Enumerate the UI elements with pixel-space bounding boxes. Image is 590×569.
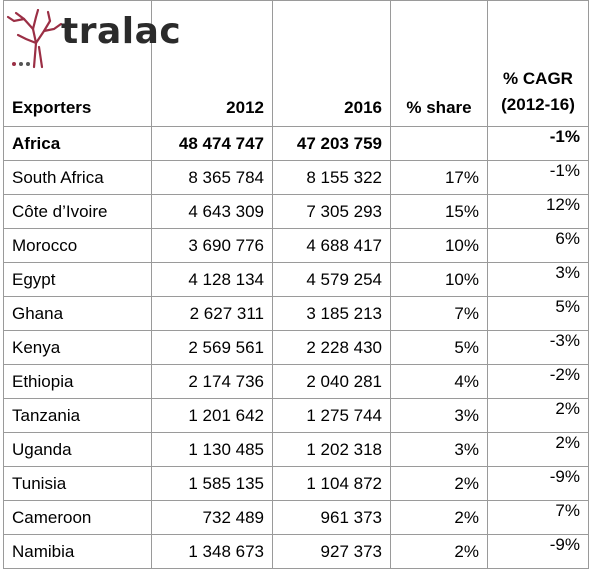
cagr-cell: 5% [487,296,589,331]
country-cell: Ethiopia [3,364,152,399]
header-cagr-line2: (2012-16) [501,95,575,114]
tree-icon [6,9,63,69]
table-row: Ghana 2 627 311 3 185 213 7% 5% [3,296,589,331]
header-2012: 2012 [151,0,273,127]
share-cell: 2% [390,466,488,501]
value-2016-cell: 927 373 [272,534,391,569]
value-2012-cell: 1 130 485 [151,432,273,467]
value-2016-cell: 7 305 293 [272,194,391,229]
value-2016-cell: 2 228 430 [272,330,391,365]
country-cell: Côte d’Ivoire [3,194,152,229]
value-2012-cell: 732 489 [151,500,273,535]
tralac-logo [6,9,63,69]
cagr-cell: 2% [487,398,589,433]
value-2016-cell: 4 579 254 [272,262,391,297]
table-row: Ethiopia 2 174 736 2 040 281 4% -2% [3,364,589,399]
header-share: % share [390,0,488,127]
country-cell: Morocco [3,228,152,263]
cagr-cell: -1% [487,160,589,195]
share-cell: 3% [390,432,488,467]
header-cagr: % CAGR (2012-16) [487,0,589,127]
cagr-cell: 7% [487,500,589,535]
cagr-cell: -9% [487,466,589,501]
value-2012-cell: 1 585 135 [151,466,273,501]
header-row: tralac Exporters 2012 2016 % share % CAG… [3,0,589,127]
table-row: Côte d’Ivoire 4 643 309 7 305 293 15% 12… [3,194,589,229]
share-cell: 2% [390,500,488,535]
value-2012-cell: 48 474 747 [151,126,273,161]
country-cell: Egypt [3,262,152,297]
logo-dot [19,62,23,66]
country-cell: Namibia [3,534,152,569]
share-cell: 10% [390,228,488,263]
value-2016-cell: 961 373 [272,500,391,535]
table-row: Kenya 2 569 561 2 228 430 5% -3% [3,330,589,365]
header-2016: 2016 [272,0,391,127]
share-cell: 10% [390,262,488,297]
cagr-cell: -9% [487,534,589,569]
share-cell [390,126,488,161]
cagr-cell: 2% [487,432,589,467]
table-row: Tanzania 1 201 642 1 275 744 3% 2% [3,398,589,433]
table-row: Uganda 1 130 485 1 202 318 3% 2% [3,432,589,467]
share-cell: 7% [390,296,488,331]
share-cell: 5% [390,330,488,365]
country-cell: Tunisia [3,466,152,501]
value-2016-cell: 2 040 281 [272,364,391,399]
header-exporters: tralac Exporters [3,0,181,127]
cagr-cell: -2% [487,364,589,399]
value-2016-cell: 4 688 417 [272,228,391,263]
country-cell: Uganda [3,432,152,467]
share-cell: 3% [390,398,488,433]
value-2012-cell: 2 174 736 [151,364,273,399]
value-2016-cell: 1 104 872 [272,466,391,501]
country-cell: Ghana [3,296,152,331]
value-2012-cell: 1 348 673 [151,534,273,569]
value-2016-cell: 8 155 322 [272,160,391,195]
country-cell: Africa [3,126,152,161]
value-2012-cell: 4 643 309 [151,194,273,229]
value-2012-cell: 2 569 561 [151,330,273,365]
table-row: Namibia 1 348 673 927 373 2% -9% [3,534,589,569]
cagr-cell: -3% [487,330,589,365]
header-exporters-label: Exporters [12,98,92,117]
table-body: Africa 48 474 747 47 203 759 -1% South A… [3,126,589,569]
header-cagr-line1: % CAGR [503,69,573,88]
share-cell: 17% [390,160,488,195]
share-cell: 2% [390,534,488,569]
table-row: Egypt 4 128 134 4 579 254 10% 3% [3,262,589,297]
value-2016-cell: 47 203 759 [272,126,391,161]
country-cell: Cameroon [3,500,152,535]
table-row: Cameroon 732 489 961 373 2% 7% [3,500,589,535]
logo-text: tralac [61,11,182,52]
country-cell: Kenya [3,330,152,365]
value-2012-cell: 3 690 776 [151,228,273,263]
country-cell: Tanzania [3,398,152,433]
value-2016-cell: 1 202 318 [272,432,391,467]
cagr-cell: 6% [487,228,589,263]
value-2012-cell: 8 365 784 [151,160,273,195]
value-2012-cell: 1 201 642 [151,398,273,433]
logo-dot [26,62,30,66]
country-cell: South Africa [3,160,152,195]
cagr-cell: 12% [487,194,589,229]
share-cell: 15% [390,194,488,229]
share-cell: 4% [390,364,488,399]
value-2012-cell: 4 128 134 [151,262,273,297]
value-2012-cell: 2 627 311 [151,296,273,331]
cagr-cell: -1% [487,126,589,161]
logo-dot [12,62,16,66]
table-row: South Africa 8 365 784 8 155 322 17% -1% [3,160,589,195]
exporters-table: tralac Exporters 2012 2016 % share % CAG… [3,0,589,569]
value-2016-cell: 1 275 744 [272,398,391,433]
value-2016-cell: 3 185 213 [272,296,391,331]
table-row: Morocco 3 690 776 4 688 417 10% 6% [3,228,589,263]
cagr-cell: 3% [487,262,589,297]
table-row: Africa 48 474 747 47 203 759 -1% [3,126,589,161]
table-row: Tunisia 1 585 135 1 104 872 2% -9% [3,466,589,501]
